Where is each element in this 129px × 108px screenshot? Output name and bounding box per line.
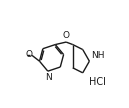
Text: O: O [25,50,32,60]
Text: N: N [45,73,52,82]
Text: NH: NH [91,51,104,60]
Text: O: O [63,31,70,40]
Text: HCl: HCl [89,77,106,87]
